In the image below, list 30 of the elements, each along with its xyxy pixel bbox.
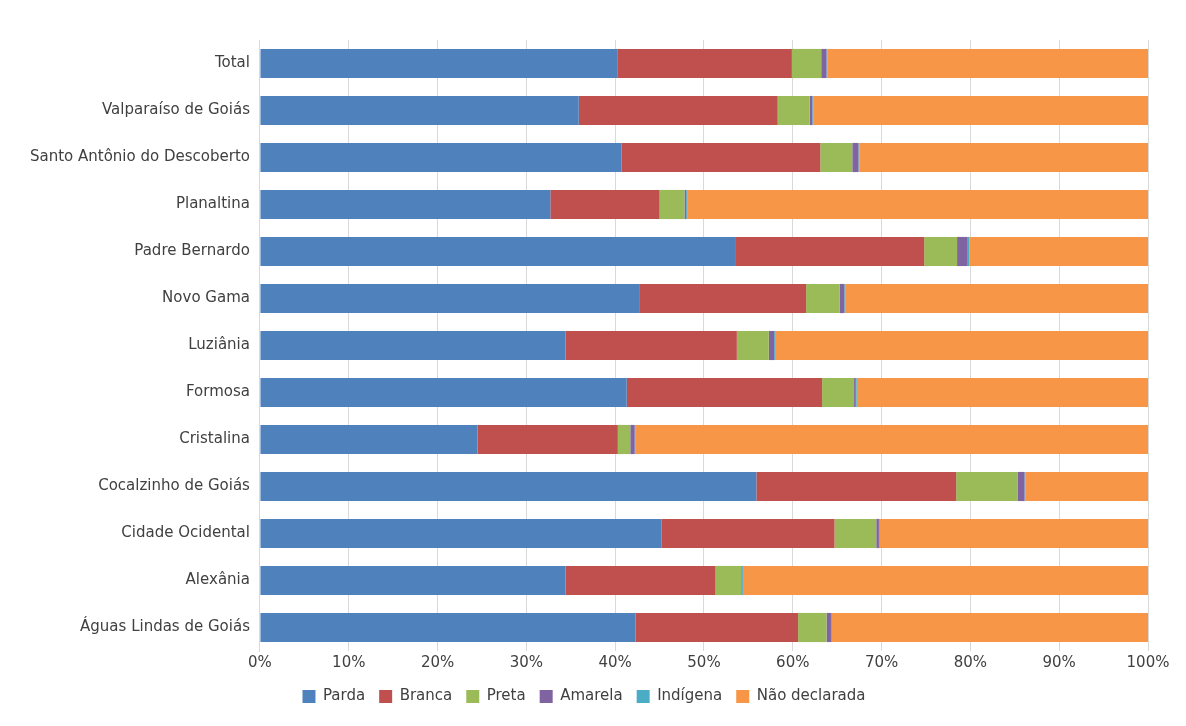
x-tick-label: 60% [776, 652, 810, 671]
y-tick-label: Padre Bernardo [134, 241, 250, 260]
x-tick-label: 50% [687, 652, 721, 671]
x-tick-label: 40% [598, 652, 632, 671]
y-tick-label: Águas Lindas de Goiás [80, 616, 251, 636]
y-tick-label: Cidade Ocidental [121, 523, 250, 542]
legend-label: Amarela [560, 686, 623, 705]
x-tick-label: 90% [1042, 652, 1076, 671]
x-tick-label: 20% [420, 652, 455, 671]
x-tick-label: 0% [248, 652, 272, 671]
y-tick-label: Valparaíso de Goiás [102, 100, 251, 119]
legend-label: Indígena [657, 686, 723, 705]
y-tick-label: Cocalzinho de Goiás [98, 476, 251, 495]
x-tick-label: 80% [953, 652, 988, 671]
y-tick-label: Total [213, 53, 250, 72]
legend-label: Branca [399, 686, 453, 705]
x-tick-label: 70% [864, 652, 899, 671]
legend-label: Preta [486, 686, 526, 705]
x-tick-label: 100% [1126, 652, 1170, 671]
y-tick-label: Cristalina [179, 429, 250, 448]
legend-label: Parda [322, 686, 366, 705]
x-tick-label: 10% [332, 652, 366, 671]
y-tick-label: Alexânia [185, 570, 250, 589]
y-tick-label: Santo Antônio do Descoberto [29, 147, 250, 166]
x-tick-label: 30% [509, 652, 544, 671]
y-tick-label: Formosa [185, 382, 250, 401]
y-tick-label: Novo Gama [162, 288, 250, 307]
legend-label: Não declarada [756, 686, 866, 705]
y-tick-label: Planaltina [175, 194, 250, 213]
y-tick-label: Luziânia [188, 335, 250, 354]
